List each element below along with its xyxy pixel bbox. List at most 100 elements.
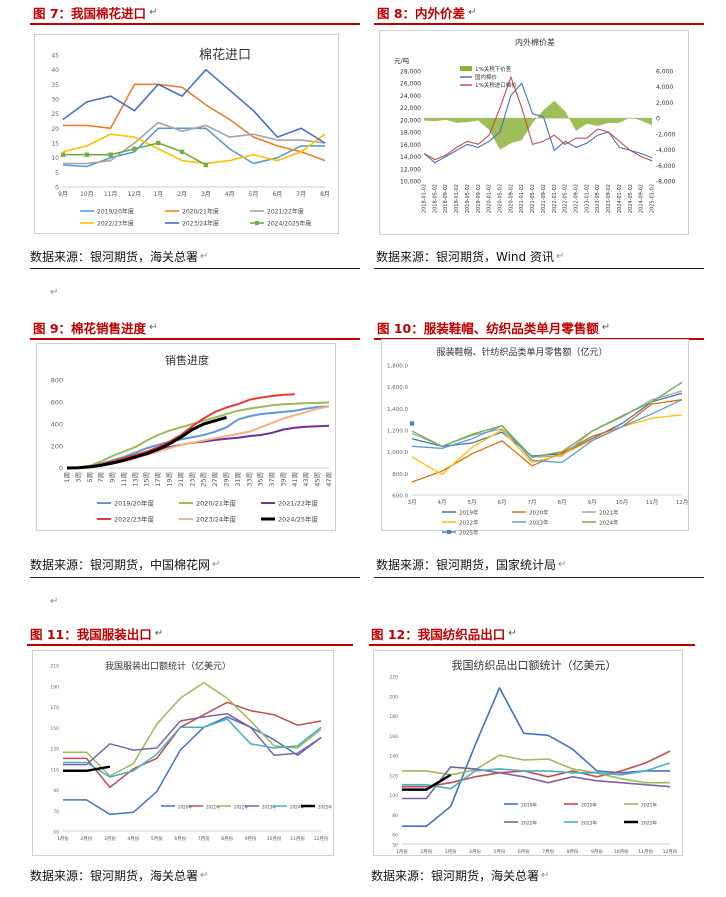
x-tick-label: 41周	[291, 472, 299, 487]
y-tick-label: 170	[50, 705, 59, 711]
legend-label: 2024年	[599, 519, 619, 527]
x-tick-label: 13周	[131, 472, 139, 487]
y-tick-label: 1,600.0	[387, 385, 408, 391]
x-tick-label: 31周	[234, 472, 242, 487]
x-tick-label: 7月份	[198, 835, 210, 842]
series-line	[63, 121, 326, 165]
x-tick-label: 11月份	[638, 848, 653, 855]
x-tick-label: 2019-09-02	[476, 184, 482, 213]
legend-label: 2021年	[641, 802, 657, 809]
source-10-text: 数据来源：银河期货，国家统计局	[376, 557, 557, 572]
legend-label: 2021年	[599, 509, 619, 517]
series-marker	[60, 152, 66, 157]
x-tick-label: 1周	[63, 472, 71, 483]
x-tick-label: 2023-01-02	[584, 184, 590, 213]
x-tick-label: 10月	[80, 191, 94, 198]
x-tick-label: 6月	[498, 499, 507, 506]
y-tick-label: 800.0	[392, 472, 408, 478]
x-tick-label: 1月份	[57, 835, 69, 842]
series-line	[402, 687, 670, 827]
x-tick-label: 2024-09-02	[639, 184, 645, 213]
y-tick-label-right: -8,000	[656, 179, 676, 186]
chart-9: 销售进度 0 200 400 600 800 1周 3周 5周 7周 9周 11周 13周 15周 17周 1…	[36, 343, 336, 531]
series-line	[63, 681, 322, 777]
x-tick-label: 4月	[225, 191, 235, 198]
x-tick-label: 15周	[143, 472, 151, 487]
x-tick-label: 12月份	[314, 835, 329, 842]
x-tick-label: 2022-01-02	[552, 184, 558, 213]
divider	[30, 268, 360, 269]
chart-title: 内外棉价差	[515, 37, 555, 47]
series-marker	[84, 152, 90, 157]
x-tick-label: 2021-05-02	[530, 184, 536, 213]
x-tick-label: 11周	[120, 472, 128, 487]
x-tick-label: 12月	[128, 191, 142, 198]
legend-label: 2021/22年度	[267, 208, 304, 216]
y-tick-label-left: 20,000	[400, 117, 421, 124]
x-tick-label: 2024-05-02	[628, 184, 634, 213]
chart-9-canvas: 销售进度 0 200 400 600 800 1周 3周 5周 7周 9周 11周 13周 15周 17周 1…	[51, 353, 333, 524]
legend-marker	[447, 530, 451, 534]
legend-label: 2019年	[521, 802, 537, 809]
chart-title: 我国纺织品出口额统计（亿美元）	[452, 658, 617, 672]
y-tick-label: 180	[389, 714, 398, 720]
y-tick-label-left: 28,000	[400, 69, 421, 76]
chart-7: 棉花进口 0 5 10 15 20 25 30 35 40 45 9月 10月 11月 12月 1月 2月 3月 4…	[34, 34, 339, 234]
x-tick-label: 9月份	[591, 848, 603, 855]
source-8: 数据来源：银河期货，Wind 资讯 ↵	[376, 246, 564, 266]
y-tick-label-right: 2,000	[656, 100, 673, 107]
x-tick-label: 4月	[438, 499, 447, 506]
x-tick-label: 7月	[296, 191, 306, 198]
chart-11-canvas: 我国服装出口额统计（亿美元） 50 70 90 110 130 150 170 190 210 1月…	[50, 660, 332, 842]
x-tick-label: 12月	[676, 499, 689, 506]
figure-7-title: 图 7：我国棉花进口	[33, 5, 147, 21]
figure-10-title: 图 10：服装鞋帽、纺织品类单月零售额	[377, 320, 599, 336]
x-tick-label: 5月	[249, 191, 259, 198]
x-tick-label: 43周	[302, 472, 310, 487]
source-11: 数据来源：银河期货，海关总署 ↵	[30, 865, 208, 885]
series-line	[63, 716, 322, 816]
source-11-text: 数据来源：银河期货，海关总署	[30, 868, 199, 883]
source-12: 数据来源：银河期货，海关总署 ↵	[371, 865, 549, 885]
series-line	[423, 75, 653, 162]
y-tick-label-left: 14,000	[400, 154, 421, 161]
x-tick-label: 9月份	[245, 835, 257, 842]
paragraph-mark: ↵	[154, 627, 164, 639]
y-tick-label: 210	[50, 664, 59, 670]
paragraph-mark: ↵	[555, 250, 565, 262]
x-tick-label: 11月份	[290, 835, 305, 842]
figure-9-title: 图 9：棉花销售进度	[33, 320, 147, 336]
caption-rule	[30, 23, 360, 25]
legend-label: 国内棉价	[475, 73, 498, 81]
legend-label: 2020年	[529, 509, 549, 517]
x-tick-label: 1月	[153, 191, 163, 198]
x-tick-label: 25周	[200, 472, 208, 487]
x-tick-label: 10月份	[267, 835, 282, 842]
x-tick-label: 5月	[468, 499, 477, 506]
paragraph-mark: ↵	[601, 321, 611, 333]
x-tick-label: 4月份	[469, 848, 481, 855]
paragraph-mark: ↵	[149, 6, 158, 18]
x-tick-label: 23周	[188, 472, 196, 487]
y-tick-label: 110	[50, 767, 59, 773]
paragraph-mark: ↵	[558, 558, 567, 570]
x-tick-label: 2020-09-02	[508, 184, 514, 213]
x-tick-label: 4月份	[127, 835, 139, 842]
paragraph-mark: ↵	[541, 869, 550, 881]
y-tick-label: 35	[51, 82, 59, 89]
y-tick-label: 600.0	[392, 494, 408, 500]
y-tick-label: 40	[51, 67, 59, 74]
series-line	[402, 750, 671, 788]
legend-label: 2025年	[641, 820, 657, 827]
x-tick-label: 9周	[109, 472, 117, 483]
chart-10: 服装鞋帽、针纺织品类单月零售额（亿元） 600.0 800.0 1,000.0 1,20…	[381, 339, 689, 537]
legend-label: 2024年	[290, 804, 304, 810]
y-tick-label-left: 24,000	[400, 93, 421, 100]
legend-label: 2022年	[459, 519, 479, 527]
x-tick-label: 2022-05-02	[563, 184, 569, 213]
x-tick-label: 6月份	[518, 848, 530, 855]
legend-label: 2021/22年度	[278, 499, 319, 508]
paragraph-mark: ↵	[149, 321, 158, 333]
x-tick-label: 37周	[268, 472, 276, 487]
divider	[30, 577, 360, 578]
